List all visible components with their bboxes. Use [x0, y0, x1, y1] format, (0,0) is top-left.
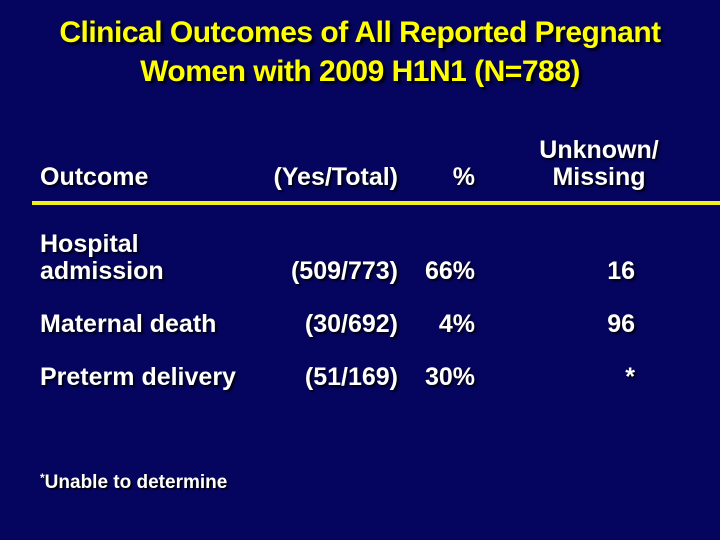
column-header-unknown-line2: Missing	[552, 163, 646, 191]
cell-unknown-missing: 96	[607, 310, 635, 338]
table-row: Maternal death (30/692) 4% 96	[32, 311, 720, 338]
footnote-asterisk: *	[40, 471, 45, 485]
cell-outcome: Hospital admission	[40, 230, 164, 285]
column-header-percent: %	[452, 163, 475, 191]
table-row: Hospital admission (509/773) 66% 16	[32, 231, 720, 285]
cell-percent: 30%	[424, 363, 475, 391]
table-row: Preterm delivery (51/169) 30% *	[32, 364, 720, 391]
cell-percent: 66%	[424, 257, 475, 285]
column-header-unknown-line1: Unknown/	[539, 136, 659, 164]
cell-yes-total: (509/773)	[290, 257, 398, 285]
cell-unknown-missing: 16	[607, 257, 635, 285]
cell-unknown-missing: *	[625, 363, 635, 391]
table-header-row: Outcome (Yes/Total) % Unknown/ Missing	[32, 137, 720, 191]
slide-title-line1: Clinical Outcomes of All Reported Pregna…	[59, 16, 661, 49]
cell-percent: 4%	[438, 310, 475, 338]
cell-yes-total: (51/169)	[304, 363, 398, 391]
cell-outcome: Preterm delivery	[40, 363, 236, 391]
header-divider-line	[32, 201, 720, 205]
column-header-yes-total: (Yes/Total)	[273, 163, 398, 191]
slide-title: Clinical Outcomes of All Reported Pregna…	[0, 0, 720, 91]
cell-outcome: Maternal death	[40, 310, 217, 338]
column-header-outcome: Outcome	[40, 163, 149, 191]
slide-title-line2: Women with 2009 H1N1 (N=788)	[140, 55, 580, 88]
footnote-text: Unable to determine	[44, 472, 228, 493]
footnote: *Unable to determine	[40, 472, 227, 494]
column-header-unknown-missing: Unknown/ Missing	[478, 137, 720, 191]
cell-yes-total: (30/692)	[304, 310, 398, 338]
